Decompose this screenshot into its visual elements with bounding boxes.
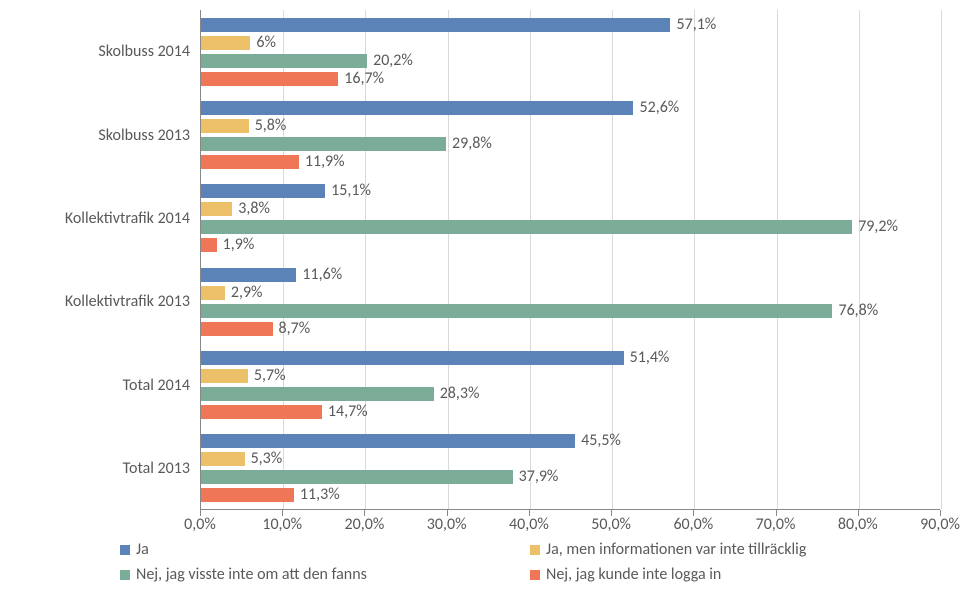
y-axis-label: Kollektivtrafik 2014	[0, 178, 190, 258]
legend-item: Ja, men informationen var inte tillräckl…	[530, 540, 910, 559]
bar	[201, 488, 294, 502]
bar	[201, 268, 296, 282]
y-axis-label: Kollektivtrafik 2013	[0, 262, 190, 342]
bar-value-label: 28,3%	[440, 387, 480, 401]
bar	[201, 304, 832, 318]
bar-value-label: 76,8%	[838, 304, 878, 318]
bar	[201, 238, 217, 252]
bar	[201, 322, 273, 336]
y-axis-label: Skolbuss 2014	[0, 12, 190, 92]
chart-container: 57,1% 6% 20,2% 16,7% 52,6% 5,8% 29,8% 11,9% 15,1…	[0, 0, 980, 592]
bar	[201, 184, 325, 198]
bar-value-label: 37,9%	[519, 470, 559, 484]
x-tick-label: 10,0%	[262, 515, 302, 534]
bar-value-label: 57,1%	[676, 18, 716, 32]
bar-value-label: 1,9%	[223, 238, 255, 252]
bar	[201, 470, 513, 484]
x-tick-label: 50,0%	[591, 515, 631, 534]
bar-value-label: 51,4%	[630, 351, 670, 365]
bar-value-label: 2,9%	[231, 286, 263, 300]
y-axis-label: Skolbuss 2013	[0, 95, 190, 175]
gridline	[777, 10, 778, 509]
bar-value-label: 52,6%	[639, 101, 679, 115]
x-tick-label: 60,0%	[673, 515, 713, 534]
bar-value-label: 11,6%	[302, 268, 342, 282]
bar-value-label: 3,8%	[238, 202, 270, 216]
bar	[201, 137, 446, 151]
bar-value-label: 45,5%	[581, 434, 621, 448]
bar	[201, 202, 232, 216]
legend-swatch	[530, 570, 540, 580]
legend-swatch	[530, 545, 540, 555]
bar-value-label: 79,2%	[858, 220, 898, 234]
x-tick-label: 30,0%	[427, 515, 467, 534]
legend-label: Ja	[136, 540, 149, 559]
legend-swatch	[120, 545, 130, 555]
bar	[201, 369, 248, 383]
x-tick-label: 40,0%	[509, 515, 549, 534]
bar-value-label: 5,3%	[251, 452, 283, 466]
bar	[201, 72, 338, 86]
bar	[201, 36, 250, 50]
legend: Ja Ja, men informationen var inte tillräc…	[120, 540, 950, 584]
bar-value-label: 8,7%	[279, 322, 311, 336]
legend-label: Nej, jag visste inte om att den fanns	[136, 565, 367, 584]
legend-swatch	[120, 570, 130, 580]
x-tick-label: 80,0%	[838, 515, 878, 534]
bar	[201, 405, 322, 419]
bar	[201, 18, 670, 32]
y-axis-label: Total 2014	[0, 345, 190, 425]
gridline	[859, 10, 860, 509]
bar	[201, 387, 434, 401]
bar-value-label: 5,8%	[255, 119, 287, 133]
legend-label: Ja, men informationen var inte tillräckl…	[546, 540, 806, 559]
bar-value-label: 29,8%	[452, 137, 492, 151]
bar-value-label: 16,7%	[344, 72, 384, 86]
x-tick-label: 20,0%	[345, 515, 385, 534]
bar	[201, 351, 624, 365]
bar-value-label: 5,7%	[254, 369, 286, 383]
bar-value-label: 15,1%	[331, 184, 371, 198]
bar	[201, 286, 225, 300]
bar	[201, 452, 245, 466]
legend-label: Nej, jag kunde inte logga in	[546, 565, 721, 584]
bar-value-label: 11,9%	[305, 155, 345, 169]
bar	[201, 434, 575, 448]
plot-area: 57,1% 6% 20,2% 16,7% 52,6% 5,8% 29,8% 11,9% 15,1…	[200, 10, 940, 510]
x-tick-label: 70,0%	[756, 515, 796, 534]
bar-value-label: 6%	[256, 36, 276, 50]
bar-value-label: 11,3%	[300, 488, 340, 502]
bar	[201, 220, 852, 234]
bar-value-label: 14,7%	[328, 405, 368, 419]
legend-item: Nej, jag visste inte om att den fanns	[120, 565, 500, 584]
gridline	[941, 10, 942, 509]
bar	[201, 54, 367, 68]
legend-item: Nej, jag kunde inte logga in	[530, 565, 910, 584]
bar	[201, 155, 299, 169]
x-tick-label: 90,0%	[920, 515, 960, 534]
bar	[201, 119, 249, 133]
bar	[201, 101, 633, 115]
gridline	[694, 10, 695, 509]
x-tick-label: 0,0%	[184, 515, 216, 534]
legend-item: Ja	[120, 540, 500, 559]
y-axis-label: Total 2013	[0, 428, 190, 508]
bar-value-label: 20,2%	[373, 54, 413, 68]
